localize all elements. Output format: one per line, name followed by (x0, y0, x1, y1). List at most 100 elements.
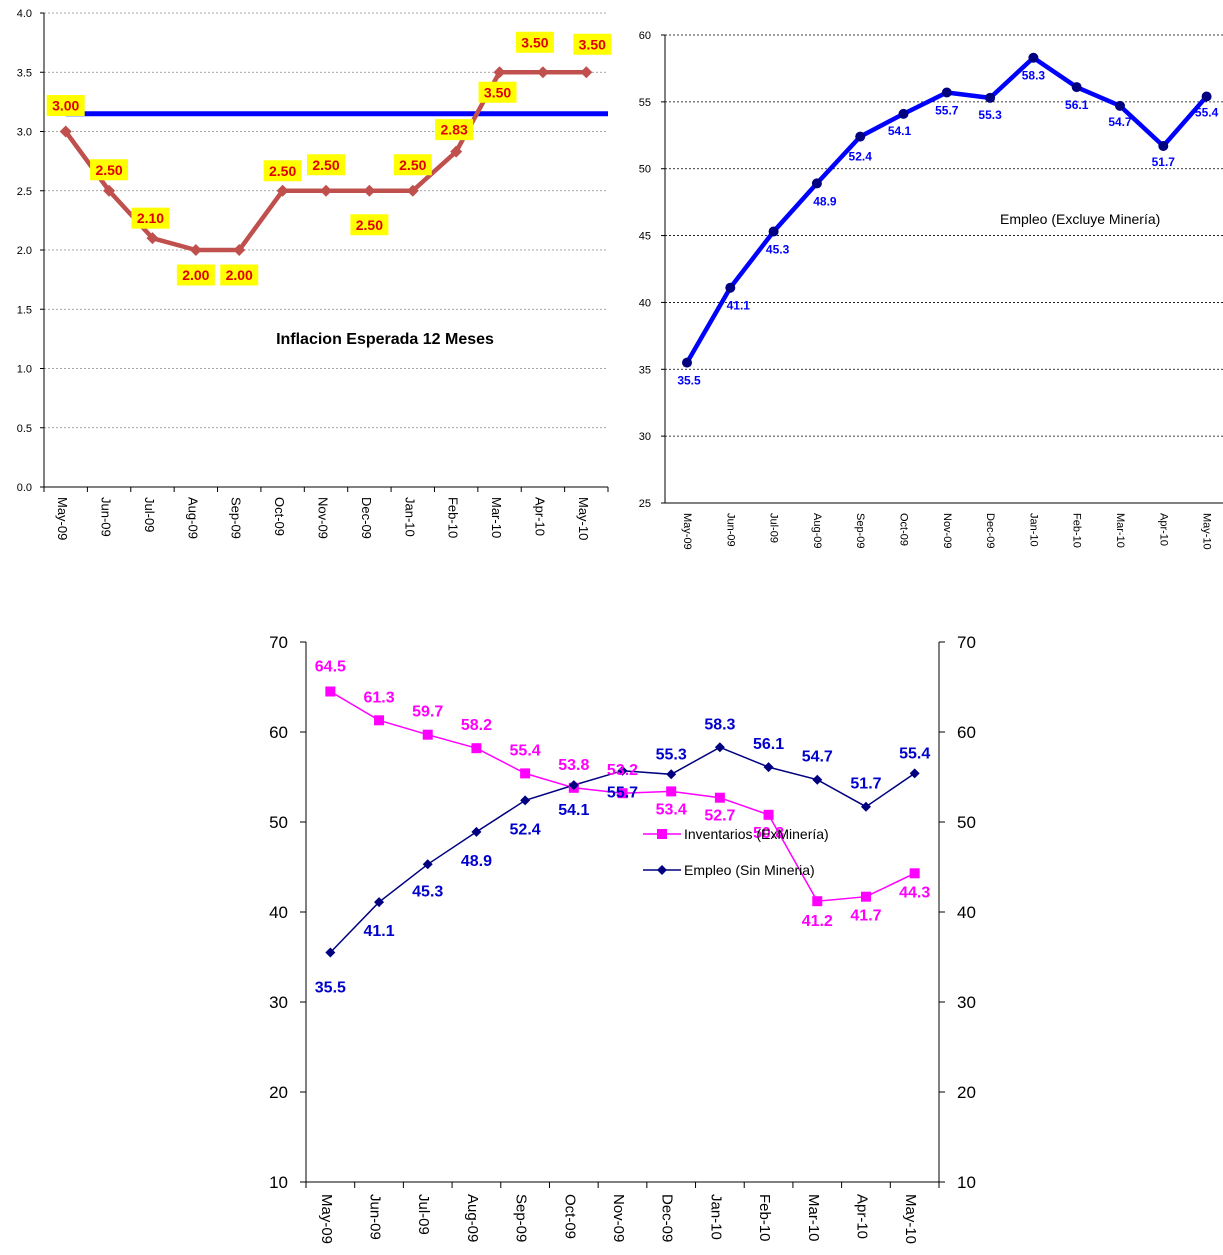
x-tick-label: May-09 (681, 513, 693, 550)
x-tick-label: Mar-10 (489, 497, 504, 538)
inventarios-data-label: 41.2 (802, 913, 833, 930)
data-label-bg (573, 33, 612, 55)
data-label: 3.50 (579, 36, 606, 52)
data-label: 2.10 (137, 210, 164, 226)
y-tick-label: 60 (269, 723, 288, 742)
data-label: 2.83 (441, 122, 468, 138)
y-tick-label: 60 (639, 30, 651, 42)
empleo-point (568, 780, 579, 791)
inventarios-data-label: 41.7 (850, 908, 881, 925)
employment-point (725, 282, 736, 293)
empleo-point (374, 897, 385, 908)
employment-point (682, 357, 692, 368)
data-label: 3.00 (52, 98, 79, 114)
data-label-bg (307, 154, 345, 176)
inventarios-point (422, 729, 433, 740)
empleo-point (471, 826, 482, 837)
employment-point (1071, 82, 1082, 93)
x-tick-label: Jul-09 (768, 513, 780, 543)
data-label: 2.50 (269, 163, 296, 179)
x-tick-label: Jun-09 (724, 513, 736, 547)
x-tick-label: Nov-09 (941, 513, 953, 548)
x-tick-label: Oct-09 (898, 513, 910, 546)
x-tick-label: Mar-10 (1114, 513, 1126, 548)
x-tick-label: Oct-09 (561, 1194, 578, 1239)
y2-tick-label: 30 (957, 993, 976, 1012)
y2-tick-label: 40 (957, 903, 976, 922)
empleo-data-label: 56.1 (753, 736, 784, 753)
y2-tick-label: 50 (957, 813, 976, 832)
y-tick-label: 4.0 (17, 8, 32, 20)
inventarios-data-label: 55.4 (510, 742, 541, 759)
empleo-data-label: 35.5 (315, 980, 346, 997)
empleo-point (714, 742, 725, 753)
empleo-data-label: 52.4 (510, 821, 541, 838)
legend-empleo-marker (657, 865, 667, 875)
inventarios-point (617, 788, 628, 799)
empleo-point (617, 765, 628, 776)
inventarios-data-label: 44.3 (899, 884, 930, 901)
x-tick-label: May-10 (1201, 513, 1213, 550)
x-tick-label: Sep-09 (513, 1194, 530, 1242)
inventarios-data-label: 59.7 (412, 704, 443, 721)
combined-chart: 10 10 20 20 30 30 40 40 50 50 60 60 70 70 May-09 Jun-09… (269, 633, 976, 1244)
inflation-point (363, 184, 376, 197)
y2-tick-label: 70 (957, 633, 976, 652)
data-label: 2.50 (356, 217, 383, 233)
empleo-data-label: 54.7 (802, 749, 833, 766)
inflation-point (580, 66, 593, 79)
data-label-bg (176, 264, 215, 286)
x-tick-label: May-09 (318, 1194, 335, 1244)
inflation-point (450, 145, 463, 158)
inventarios-point (909, 868, 920, 879)
data-label: 54.1 (888, 124, 912, 138)
y-tick-label: 1.5 (17, 304, 32, 316)
y-tick-label: 70 (269, 633, 288, 652)
x-tick-label: Feb-10 (756, 1194, 773, 1242)
chart-title: Inflacion Esperada 12 Meses (276, 331, 494, 348)
empleo-data-label: 45.3 (412, 883, 443, 900)
x-tick-label: Aug-09 (185, 497, 200, 539)
employment-point (1201, 91, 1212, 102)
data-label: 55.7 (935, 103, 959, 117)
x-tick-label: Apr-10 (532, 497, 547, 536)
employment-point (985, 92, 996, 103)
x-tick-label: Jan-10 (707, 1194, 724, 1240)
inventarios-point (860, 891, 871, 902)
x-tick-label: Apr-10 (853, 1194, 870, 1239)
data-label: 56.1 (1065, 98, 1089, 112)
empleo-data-label: 54.1 (558, 802, 589, 819)
legend-inventarios-marker (657, 829, 667, 839)
y-tick-label: 25 (639, 498, 651, 510)
employment-point (1028, 52, 1039, 63)
data-label: 55.3 (978, 108, 1002, 122)
y-tick-label: 30 (269, 993, 288, 1012)
inventarios-data-label: 52.7 (704, 808, 735, 825)
data-label: 41.1 (727, 299, 751, 313)
data-label-bg (220, 264, 259, 286)
x-tick-label: May-10 (902, 1194, 919, 1244)
empleo-point (763, 762, 774, 773)
y-tick-label: 20 (269, 1083, 288, 1102)
inventarios-data-label: 53.2 (607, 762, 638, 779)
legend-empleo-label: Empleo (Sin Mineria) (684, 862, 815, 878)
x-tick-label: Dec-09 (359, 497, 374, 539)
x-tick-label: Dec-09 (659, 1194, 676, 1242)
x-tick-label: Feb-10 (1071, 513, 1083, 548)
empleo-point (422, 859, 433, 870)
inventarios-point (666, 786, 677, 797)
employment-point (1115, 100, 1125, 111)
inflation-chart: 0.0 0.5 1.0 1.5 2.0 2.5 3.0 3.5 4.0 May-09 Jun-09 J… (17, 8, 612, 540)
y-tick-label: 50 (639, 164, 651, 176)
inflation-point (320, 184, 332, 197)
x-tick-label: Aug-09 (464, 1194, 481, 1242)
y2-tick-label: 10 (957, 1173, 976, 1192)
inflation-point (146, 232, 159, 245)
y-tick-label: 3.0 (17, 127, 32, 139)
data-label: 2.50 (399, 157, 426, 173)
data-label: 2.00 (226, 267, 253, 283)
data-label-bg (478, 81, 517, 103)
x-tick-label: Jan-10 (1027, 513, 1039, 547)
data-label-bg (263, 160, 302, 182)
inflation-point (276, 184, 289, 197)
